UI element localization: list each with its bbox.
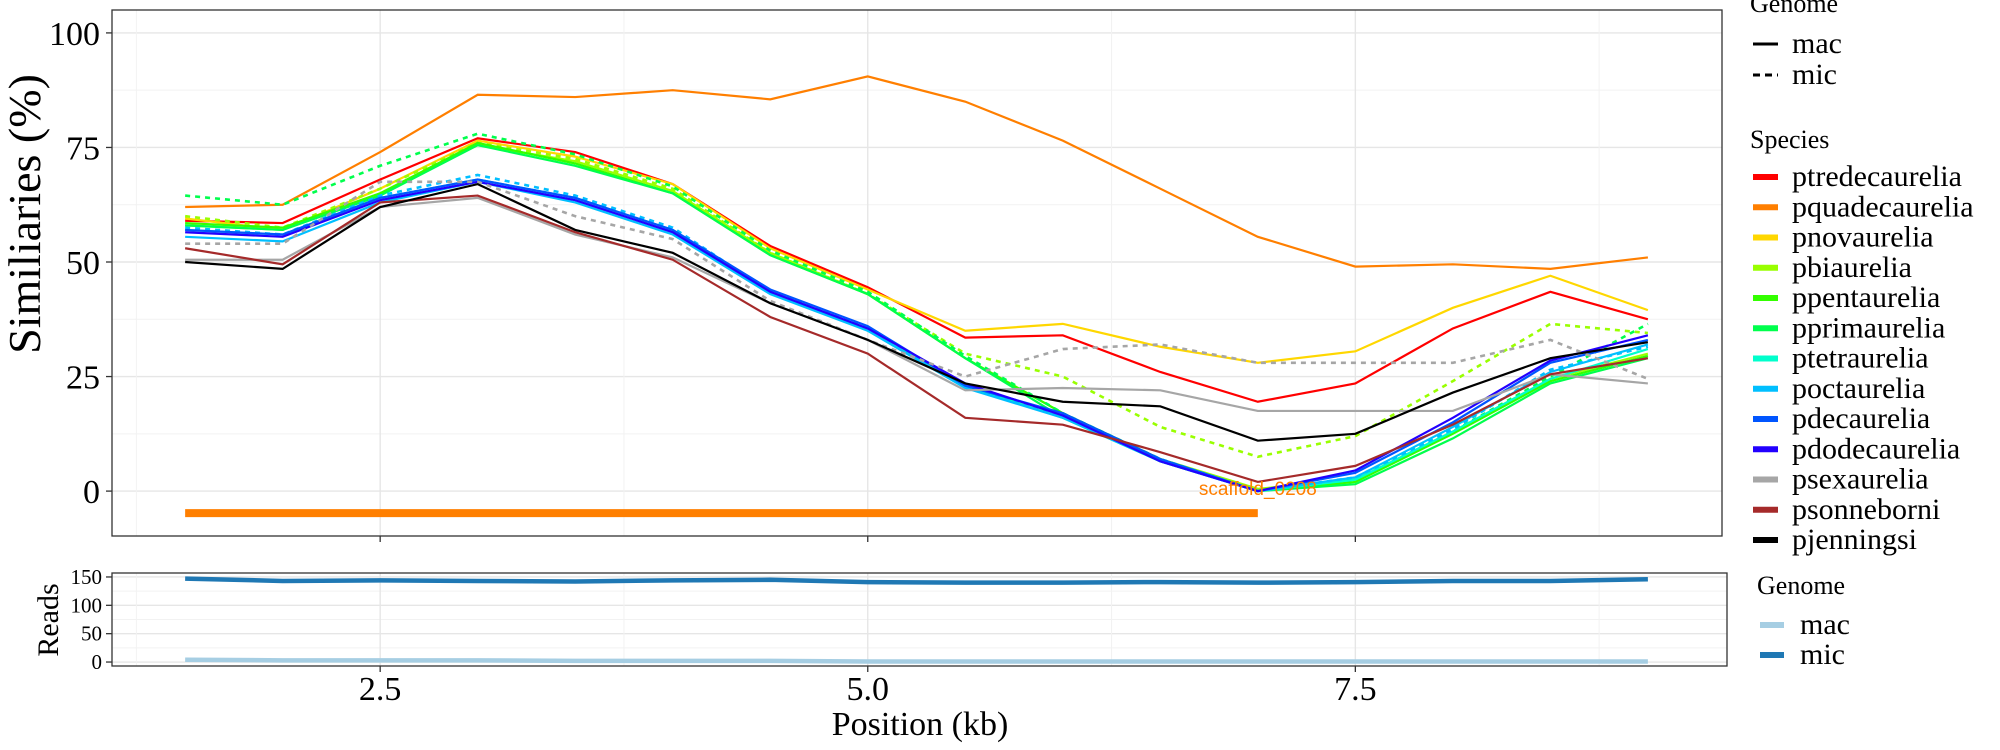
y-tick-label: 100 bbox=[49, 16, 100, 53]
y-tick-label: 0 bbox=[83, 474, 100, 511]
series-line-psexaurelia-mic bbox=[185, 180, 1649, 381]
species-legend-label: pbiaurelia bbox=[1792, 251, 1912, 284]
reads-legend-label: mac bbox=[1800, 608, 1850, 641]
species-legend-label: ptredecaurelia bbox=[1792, 160, 1962, 193]
reads-legend-title: Genome bbox=[1757, 571, 1845, 600]
genome-legend-label: mic bbox=[1792, 58, 1837, 91]
species-legend-label: pdodecaurelia bbox=[1792, 432, 1960, 465]
x-tick-label: 5.0 bbox=[847, 671, 890, 708]
species-legend-label: psonneborni bbox=[1792, 493, 1940, 526]
species-legend-label: poctaurelia bbox=[1792, 372, 1925, 405]
y-axis-title: Similiaries (%) bbox=[0, 74, 50, 354]
reads-panel: 0 50 100 150 2.5 5.0 7.5 bbox=[71, 565, 1728, 708]
species-legend-label: pquadecaurelia bbox=[1792, 190, 1974, 223]
species-legend-label: pdecaurelia bbox=[1792, 402, 1930, 435]
reads-line-mic bbox=[185, 576, 1648, 585]
reads-y-tick-label: 50 bbox=[81, 622, 102, 646]
reads-legend-label: mic bbox=[1800, 638, 1845, 671]
panel-border bbox=[111, 9, 1723, 537]
species-legend-label: pjenningsi bbox=[1792, 523, 1917, 556]
series-line-ptredecaurelia-mac bbox=[185, 137, 1649, 403]
reads-y-tick-label: 0 bbox=[92, 650, 103, 674]
series-line-pjenningsi-mac bbox=[185, 182, 1649, 442]
species-legend-title: Species bbox=[1750, 125, 1829, 154]
reads-line-mac bbox=[185, 657, 1648, 664]
legend: GenomemacmicSpeciesptredecaureliapquadec… bbox=[1750, 0, 1974, 671]
x-tick-label: 2.5 bbox=[359, 671, 402, 708]
genome-legend-label: mac bbox=[1792, 27, 1842, 60]
species-legend-label: pnovaurelia bbox=[1792, 221, 1934, 254]
reads-y-tick-label: 100 bbox=[71, 593, 103, 617]
series-line-psexaurelia-mac bbox=[185, 196, 1648, 413]
series-line-pquadecaurelia-mac bbox=[185, 75, 1649, 270]
reads-y-axis-title: Reads bbox=[32, 583, 65, 656]
species-legend-label: pprimaurelia bbox=[1792, 311, 1945, 344]
reads-y-tick-label: 150 bbox=[71, 565, 103, 589]
species-legend-label: ptetraurelia bbox=[1792, 342, 1929, 375]
species-legend-label: ppentaurelia bbox=[1792, 281, 1940, 314]
series-line-psonneborni-mac bbox=[184, 194, 1649, 484]
x-axis-title: Position (kb) bbox=[832, 706, 1009, 743]
species-legend-label: psexaurelia bbox=[1792, 463, 1929, 496]
y-tick-label: 50 bbox=[66, 245, 100, 282]
scaffold-label: scaffold_0208 bbox=[1199, 479, 1317, 500]
series-line-pbiaurelia-mic bbox=[184, 141, 1649, 459]
similarity-panel: scaffold_0208 0 25 50 75 100 bbox=[49, 9, 1723, 542]
series-line-pnovaurelia-mac bbox=[185, 139, 1649, 364]
reads-panel-border bbox=[111, 572, 1728, 667]
genome-legend-title: Genome bbox=[1750, 0, 1838, 18]
y-tick-label: 25 bbox=[66, 360, 100, 397]
series-line-pprimaurelia-mac bbox=[185, 144, 1649, 493]
y-tick-label: 75 bbox=[66, 130, 100, 167]
x-tick-label: 7.5 bbox=[1334, 671, 1377, 708]
